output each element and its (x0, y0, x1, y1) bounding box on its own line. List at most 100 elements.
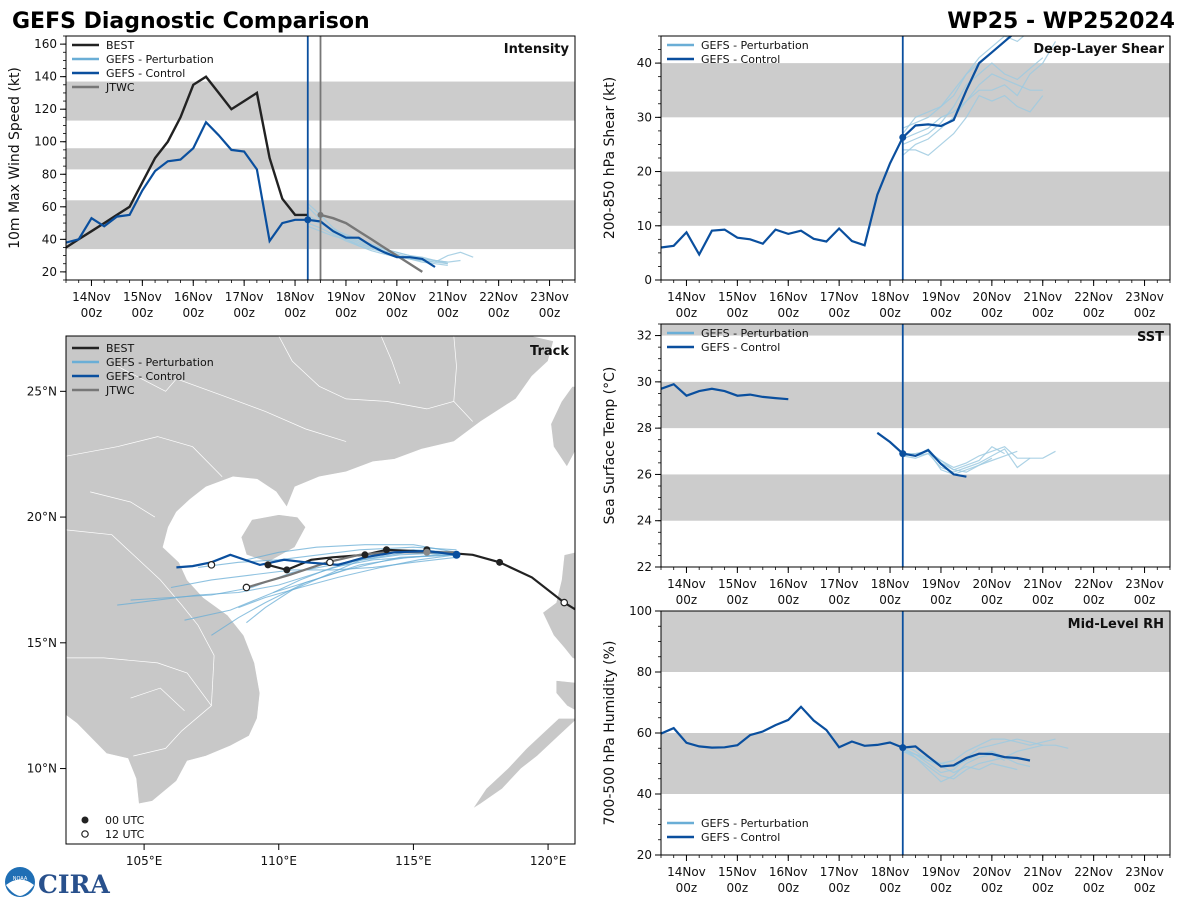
intensity-x-tick-sublabel: 00z (233, 306, 255, 320)
track-title: Track (530, 344, 569, 359)
rh-perturbation-line (902, 738, 1069, 774)
sst-perturbation-line (902, 445, 1005, 471)
intensity-x-tick-sublabel: 00z (182, 306, 204, 320)
intensity-x-tick-sublabel: 00z (335, 306, 357, 320)
sst-x-tick-sublabel: 00z (930, 593, 952, 607)
noaa-logo-wave (6, 879, 34, 896)
track-legend-label: GEFS - Perturbation (106, 356, 214, 369)
sst-band (661, 324, 1170, 336)
shear-x-tick-label: 18Nov (871, 290, 910, 304)
shear-perturbation-line (902, 73, 1043, 140)
rh-title: Mid-Level RH (1068, 617, 1164, 632)
sst-x-tick-sublabel: 00z (777, 593, 799, 607)
best-point-00utc (382, 546, 390, 554)
best-point-00utc (361, 551, 369, 559)
track-x-tick-label: 110°E (261, 854, 298, 868)
intensity-y-tick-label: 80 (42, 167, 57, 181)
rh-x-tick-label: 16Nov (769, 865, 808, 879)
shear-perturbation-line (902, 41, 1057, 156)
shear-legend-label: GEFS - Control (701, 53, 780, 66)
rh-x-tick-sublabel: 00z (930, 881, 952, 895)
track-perturbation-line (238, 554, 457, 609)
rh-band (661, 733, 1170, 794)
rh-x-tick-sublabel: 00z (828, 881, 850, 895)
shear-series (661, 36, 1057, 257)
intensity-x-tick-sublabel: 00z (437, 306, 459, 320)
intensity-y-tick-label: 100 (34, 135, 57, 149)
intensity-y-tick-label: 160 (34, 37, 57, 51)
sst-y-tick-label: 30 (637, 375, 652, 389)
intensity-legend-label: GEFS - Perturbation (106, 53, 214, 66)
intensity-x-tick-label: 19Nov (327, 290, 366, 304)
rh-legend-label: GEFS - Perturbation (701, 817, 809, 830)
intensity-x-tick-sublabel: 00z (284, 306, 306, 320)
shear-title: Deep-Layer Shear (1033, 42, 1164, 57)
intensity-ylabel: 10m Max Wind Speed (kt) (7, 67, 23, 249)
intensity-series (66, 75, 474, 273)
mainland-land (66, 336, 554, 805)
sst-legend-label: GEFS - Control (701, 341, 780, 354)
track-frame (65, 335, 576, 845)
intensity-x-tick-label: 23Nov (530, 290, 569, 304)
intensity-x-tick-label: 16Nov (174, 290, 213, 304)
track-x-tick-label: 105°E (126, 854, 163, 868)
sst-y-tick-label: 28 (637, 421, 652, 435)
intensity-jtwc-marker (317, 211, 324, 218)
shear-x-tick-label: 14Nov (667, 290, 706, 304)
track-y-tick-label: 15°N (27, 636, 57, 650)
track-legend-label: JTWC (105, 384, 135, 397)
taiwan-island (550, 385, 575, 468)
jtwc-point-12utc (326, 558, 334, 567)
shear-x-tick-sublabel: 00z (1083, 306, 1105, 320)
border-line (453, 336, 457, 402)
shear-x-tick-sublabel: 00z (981, 306, 1003, 320)
border-line (66, 657, 212, 757)
sst-x-tick-label: 15Nov (718, 577, 757, 591)
shear-x-tick-sublabel: 00z (1134, 306, 1156, 320)
intensity-legend-label: BEST (106, 39, 134, 52)
shear-x-tick-label: 23Nov (1125, 290, 1164, 304)
best-point-12utc (560, 598, 569, 607)
jtwc-point-00utc (423, 548, 431, 556)
track-perturbation-line (246, 544, 457, 561)
rh-x-tick-sublabel: 00z (1083, 881, 1105, 895)
border-line (380, 336, 401, 384)
track-x-tick-label: 115°E (395, 854, 432, 868)
sst-x-tick-label: 23Nov (1125, 577, 1164, 591)
shear-legend-label: GEFS - Perturbation (701, 39, 809, 52)
sst-x-tick-sublabel: 00z (828, 593, 850, 607)
shear-x-tick-label: 22Nov (1074, 290, 1113, 304)
sst-band (661, 474, 1170, 521)
track-legend-label: BEST (106, 342, 134, 355)
current-position-marker (452, 550, 461, 559)
sst-ylabel: Sea Surface Temp (°C) (602, 367, 618, 525)
intensity-x-tick-label: 18Nov (276, 290, 315, 304)
rh-x-tick-label: 21Nov (1023, 865, 1062, 879)
shear-y-tick-label: 30 (637, 110, 652, 124)
border-line (176, 378, 347, 442)
border-line (66, 446, 118, 457)
legend-00utc-label: 00 UTC (105, 814, 145, 827)
intensity-x-tick-label: 17Nov (225, 290, 264, 304)
track-x-tick-label: 120°E (530, 854, 567, 868)
intensity-y-tick-label: 60 (42, 200, 57, 214)
intensity-best-line (66, 75, 308, 249)
shear-control-line (661, 36, 1013, 257)
rh-y-tick-label: 80 (637, 665, 652, 679)
rh-control-line (661, 705, 1031, 768)
rh-x-tick-sublabel: 00z (676, 881, 698, 895)
sst-init-marker (899, 450, 907, 458)
shear-x-tick-sublabel: 00z (727, 306, 749, 320)
shear-panel: 0 10 20 30 40 14Nov 00z 15Nov 00z 16Nov 00z 17Nov 00… (602, 35, 1171, 320)
rh-x-tick-label: 17Nov (820, 865, 859, 879)
sst-y-tick-label: 22 (637, 560, 652, 574)
rh-perturbation-line (902, 738, 1056, 765)
shear-x-tick-label: 19Nov (922, 290, 961, 304)
sst-y-tick-label: 32 (637, 329, 652, 343)
track-y-tick-label: 25°N (27, 384, 57, 398)
intensity-legend-label: GEFS - Control (106, 67, 185, 80)
rh-panel: 20 40 60 80 100 14Nov 00z 15Nov 00z 16Nov 00z 17Nov… (602, 604, 1171, 895)
best-point-00utc (496, 558, 504, 566)
track-perturbation-line (273, 551, 457, 593)
rh-y-tick-label: 60 (637, 726, 652, 740)
